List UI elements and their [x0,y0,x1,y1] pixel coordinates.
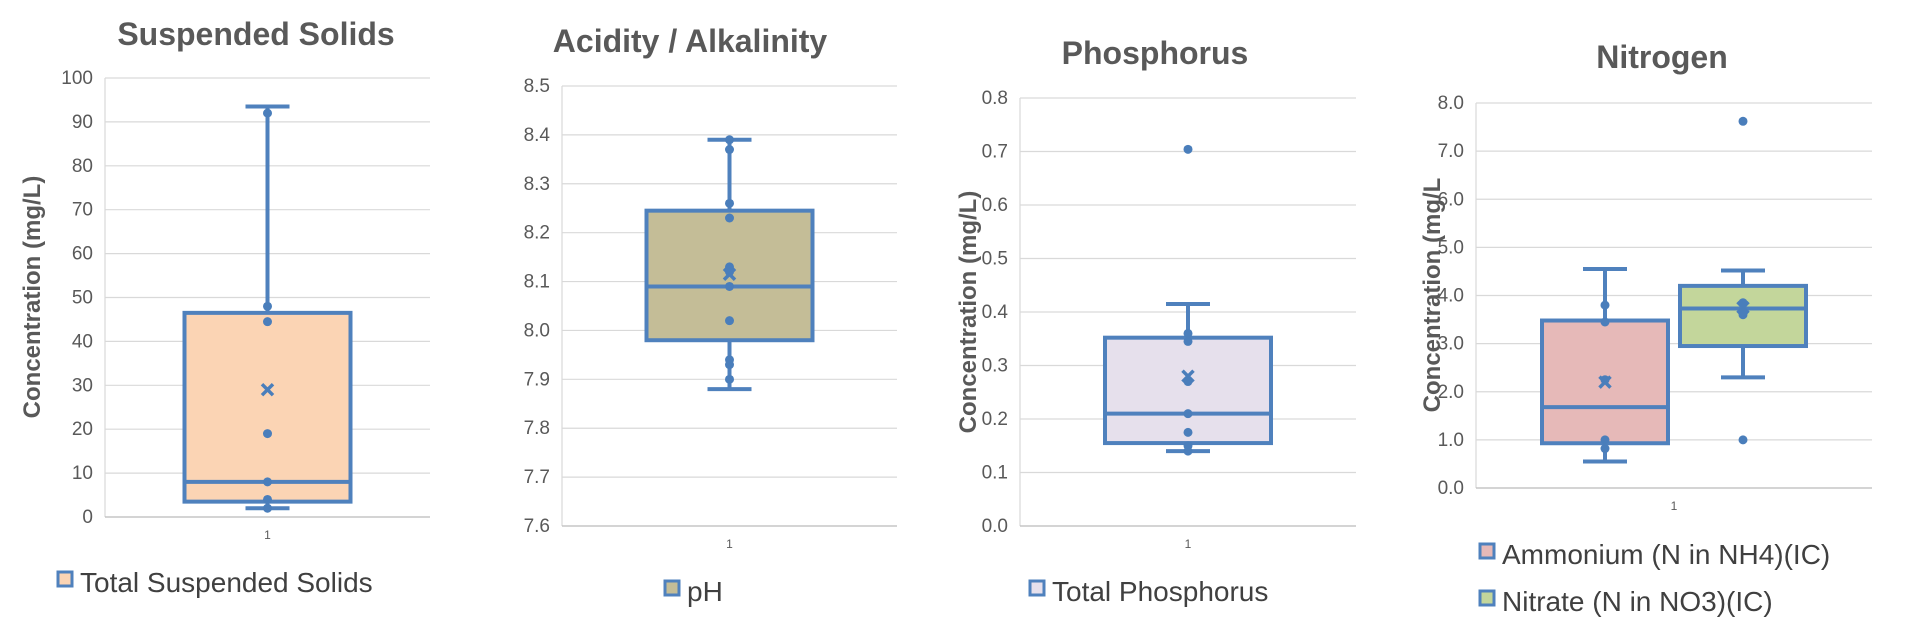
y-tick-label: 8.5 [524,76,550,97]
y-tick-label: 0.3 [982,356,1008,377]
y-tick-label: 0.6 [982,195,1008,216]
data-point [1600,444,1610,454]
y-tick-label: 0.5 [982,249,1008,270]
y-tick-label: 7.8 [524,418,550,439]
y-tick-label: 1.0 [1438,430,1464,451]
y-tick-label: 20 [72,419,93,440]
x-tick-label: 1 [264,528,271,542]
data-point [725,213,734,223]
y-tick-label: 10 [72,463,93,484]
y-tick-label: 7.9 [524,369,550,390]
y-tick-label: 0.0 [982,516,1008,537]
y-tick-label: 90 [72,112,93,133]
data-point [1183,441,1193,451]
data-point [1600,300,1610,310]
y-tick-label: 8.3 [524,174,550,195]
data-point [1183,427,1193,437]
y-tick-label: 8.2 [524,223,550,244]
y-tick-label: 60 [72,244,93,265]
data-point [725,145,734,155]
data-point [263,301,272,311]
data-point [263,108,272,118]
box-iqr [182,310,353,504]
data-point [1183,144,1193,154]
data-point [725,355,734,365]
legend-label: Nitrate (N in NO3)(IC) [1502,586,1773,617]
y-tick-label: 0.2 [982,409,1008,430]
y-tick-label: 8.1 [524,272,550,293]
y-tick-label: 30 [72,375,93,396]
y-tick-label: 8.4 [524,125,551,146]
data-point [263,494,272,504]
chart-title: Acidity / Alkalinity [553,23,828,59]
data-point [263,503,272,513]
data-point [1183,409,1193,419]
y-tick-label: 5.0 [1438,237,1464,258]
x-tick-label: 1 [1671,499,1678,513]
data-point [725,135,734,145]
y-tick-label: 7.7 [524,467,550,488]
y-axis-label: Concentration (mg/L) [955,191,982,434]
y-tick-label: 100 [61,68,93,89]
y-tick-label: 6.0 [1438,189,1464,210]
chart-title: Suspended Solids [117,16,394,52]
mean-marker [1181,369,1195,383]
chart-title: Nitrogen [1596,39,1728,75]
chart-title: Phosphorus [1062,35,1249,71]
legend-label: Ammonium (N in NH4)(IC) [1502,539,1830,570]
data-point [1183,328,1193,338]
data-point [1738,435,1748,445]
data-point [1183,336,1193,346]
legend-swatch [663,579,681,597]
data-point [725,316,734,326]
x-tick-label: 1 [726,537,733,551]
legend-swatch [1478,542,1496,560]
mean-marker [1598,375,1612,389]
mean-marker [260,382,275,397]
data-point [725,281,734,291]
y-axis-label: Concentration (mg/L) [19,176,46,419]
y-tick-label: 0.7 [982,142,1008,163]
y-tick-label: 0 [82,507,93,528]
legend-label: pH [687,576,723,607]
y-tick-label: 2.0 [1438,382,1464,403]
y-tick-label: 0.0 [1438,478,1464,499]
y-axis-label: Concentration (mg/L [1419,178,1446,413]
legend-swatch [1028,579,1046,597]
legend-swatch [1478,589,1496,607]
data-point [1738,310,1748,320]
y-tick-label: 70 [72,200,93,221]
y-tick-label: 4.0 [1438,286,1464,307]
y-tick-label: 80 [72,156,93,177]
mean-marker [722,267,737,281]
x-tick-label: 1 [1185,537,1192,551]
data-point [1600,317,1610,327]
mean-marker [1736,300,1750,315]
y-tick-label: 8.0 [524,320,550,341]
legend-swatch [56,570,74,588]
data-point [1600,435,1610,445]
legend-label: Total Phosphorus [1052,576,1268,607]
data-point [263,317,272,327]
y-tick-label: 50 [72,288,93,309]
data-point [725,198,734,208]
box-iqr [1103,335,1273,446]
data-point [263,429,272,439]
y-tick-label: 0.1 [982,463,1008,484]
data-point [1738,116,1748,126]
y-tick-label: 3.0 [1438,334,1464,355]
data-point [725,374,734,384]
y-tick-label: 8.0 [1438,93,1464,114]
data-point [263,477,272,487]
y-tick-label: 0.4 [982,302,1009,323]
data-point [725,262,734,272]
y-tick-label: 7.0 [1438,141,1464,162]
y-tick-label: 0.8 [982,88,1008,109]
legend-label: Total Suspended Solids [80,567,373,598]
y-tick-label: 7.6 [524,516,550,537]
y-tick-label: 40 [72,331,93,352]
